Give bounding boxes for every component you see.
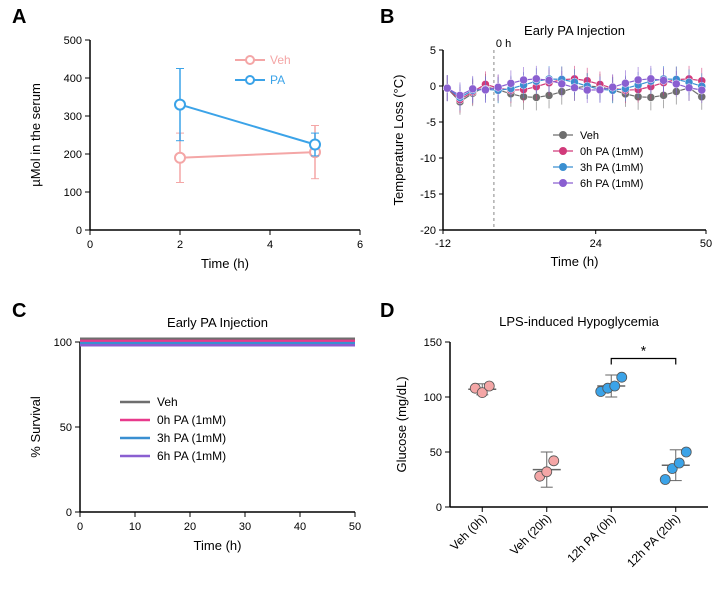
svg-text:0h PA (1mM): 0h PA (1mM) [157, 413, 226, 427]
svg-text:300: 300 [64, 111, 82, 123]
svg-text:PA: PA [270, 73, 285, 87]
svg-text:LPS-induced Hypoglycemia: LPS-induced Hypoglycemia [499, 314, 659, 329]
svg-text:20: 20 [184, 521, 196, 533]
svg-text:µMol in the serum: µMol in the serum [28, 83, 43, 187]
svg-text:24: 24 [590, 238, 602, 250]
svg-text:Time (h): Time (h) [201, 256, 249, 271]
svg-text:50: 50 [60, 422, 72, 434]
svg-text:Veh (20h): Veh (20h) [507, 511, 554, 558]
svg-text:0 h: 0 h [496, 38, 511, 50]
svg-text:Glucose (mg/dL): Glucose (mg/dL) [394, 376, 409, 472]
svg-text:10: 10 [129, 521, 141, 533]
svg-text:40: 40 [294, 521, 306, 533]
svg-text:-12: -12 [435, 238, 451, 250]
svg-text:150: 150 [424, 337, 442, 349]
panel-a-chart: 0 100 200 300 400 500 0 2 4 6 Time (h) µMol in the … [20, 20, 365, 280]
svg-text:50: 50 [700, 238, 712, 250]
svg-text:Veh: Veh [270, 53, 291, 67]
svg-text:500: 500 [64, 35, 82, 47]
svg-text:Temperature Loss (°C): Temperature Loss (°C) [391, 75, 406, 206]
svg-text:0: 0 [66, 507, 72, 519]
svg-text:0: 0 [77, 521, 83, 533]
panel-d-chart: LPS-induced Hypoglycemia 0 50 100 150 Glucose… [388, 312, 718, 610]
panel-c-chart: Early PA Injection 0 50 100 0 10 20 30 40 50 Time … [20, 312, 365, 602]
svg-text:4: 4 [267, 239, 273, 251]
svg-text:Early PA Injection: Early PA Injection [524, 23, 625, 38]
svg-text:-15: -15 [420, 189, 436, 201]
svg-text:6: 6 [357, 239, 363, 251]
svg-text:30: 30 [239, 521, 251, 533]
svg-text:3h PA (1mM): 3h PA (1mM) [157, 431, 226, 445]
svg-text:Veh: Veh [157, 395, 178, 409]
svg-text:-10: -10 [420, 153, 436, 165]
svg-text:2: 2 [177, 239, 183, 251]
svg-text:0: 0 [87, 239, 93, 251]
svg-text:12h PA (20h): 12h PA (20h) [624, 511, 683, 570]
svg-text:50: 50 [430, 447, 442, 459]
svg-text:0h PA (1mM): 0h PA (1mM) [580, 146, 643, 158]
svg-text:Veh (0h): Veh (0h) [447, 511, 489, 553]
svg-text:*: * [641, 343, 647, 359]
svg-text:100: 100 [64, 187, 82, 199]
svg-text:0: 0 [430, 81, 436, 93]
svg-text:Time (h): Time (h) [551, 254, 599, 269]
svg-text:-20: -20 [420, 225, 436, 237]
svg-text:12h PA (0h): 12h PA (0h) [564, 511, 618, 565]
svg-text:5: 5 [430, 45, 436, 57]
svg-text:Veh: Veh [580, 130, 599, 142]
svg-text:-5: -5 [426, 117, 436, 129]
panel-b-chart: Early PA Injection -20 -15 -10 -5 0 5 -12 24 50 Ti… [388, 20, 718, 280]
svg-text:Early PA Injection: Early PA Injection [167, 315, 268, 330]
svg-text:6h PA (1mM): 6h PA (1mM) [157, 449, 226, 463]
svg-text:0: 0 [436, 502, 442, 514]
svg-text:6h PA (1mM): 6h PA (1mM) [580, 178, 643, 190]
svg-text:200: 200 [64, 149, 82, 161]
svg-text:50: 50 [349, 521, 361, 533]
svg-text:0: 0 [76, 225, 82, 237]
svg-text:100: 100 [424, 392, 442, 404]
svg-text:400: 400 [64, 73, 82, 85]
svg-text:100: 100 [54, 337, 72, 349]
svg-text:% Survival: % Survival [28, 396, 43, 458]
svg-text:Time (h): Time (h) [194, 538, 242, 553]
svg-text:3h PA (1mM): 3h PA (1mM) [580, 162, 643, 174]
